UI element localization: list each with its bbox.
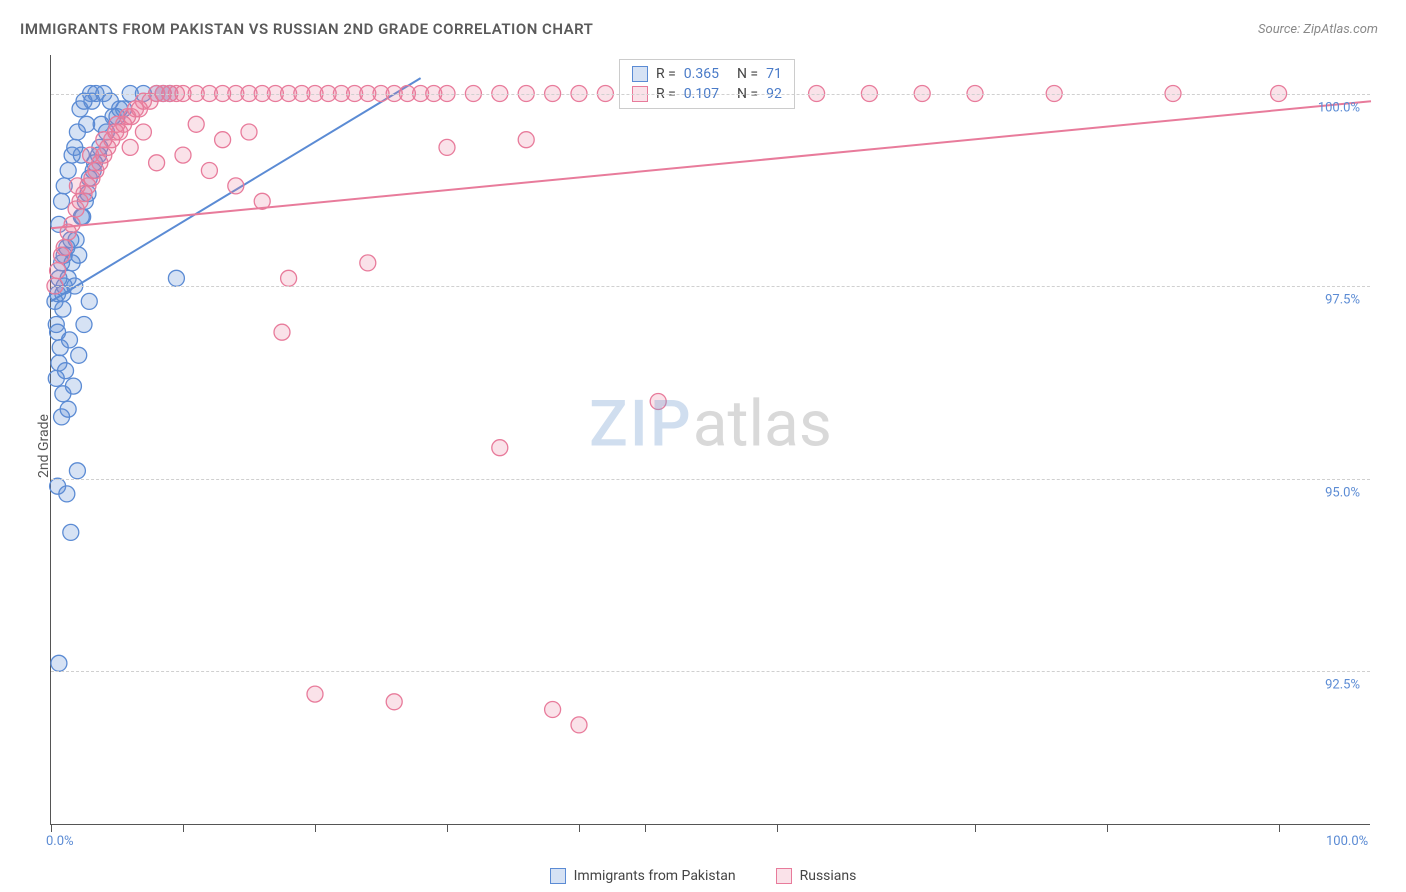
data-point [175,147,191,163]
data-point [281,270,297,286]
data-point [51,655,67,671]
data-point [135,124,151,140]
legend-n-value: 71 [766,66,782,82]
legend-n-label: N = [737,66,758,82]
legend-series-name: Immigrants from Pakistan [574,868,736,884]
source-label: Source: ZipAtlas.com [1258,22,1378,37]
data-point [54,193,70,209]
legend-swatch [776,868,792,884]
legend-series-name: Russians [800,868,857,884]
data-point [60,163,76,179]
data-point [360,255,376,271]
gridline-h [51,94,1370,95]
data-point [386,694,402,710]
ytick-label: 95.0% [1325,485,1360,500]
data-point [93,116,109,132]
correlation-legend: R =0.365N =71R =0.107N =92 [619,59,795,109]
data-point [571,717,587,733]
data-point [241,124,257,140]
gridline-h [51,479,1370,480]
data-point [149,155,165,171]
data-point [109,116,125,132]
data-point [56,240,72,256]
data-point [58,363,74,379]
xtick [183,824,184,832]
xtick [975,824,976,832]
xtick [51,824,52,832]
data-point [61,332,77,348]
data-point [188,116,204,132]
legend-item: Russians [776,868,857,884]
data-point [69,463,85,479]
gridline-h [51,671,1370,672]
xtick [579,824,580,832]
data-point [60,401,76,417]
data-point [59,486,75,502]
ytick-label: 100.0% [1318,100,1360,115]
xtick [645,824,646,832]
xtick [1279,824,1280,832]
data-point [84,93,100,109]
data-point [81,293,97,309]
data-point [307,686,323,702]
legend-r-value: 0.365 [684,66,719,82]
data-point [492,440,508,456]
chart-title: IMMIGRANTS FROM PAKISTAN VS RUSSIAN 2ND … [20,20,593,38]
data-point [439,139,455,155]
data-point [69,178,85,194]
xtick [315,824,316,832]
data-point [63,524,79,540]
ytick-label: 97.5% [1325,293,1360,308]
legend-row: R = 0.365 N = 71 [620,64,794,84]
data-point [71,347,87,363]
data-point [215,132,231,148]
trend-line [51,101,1371,228]
xtick [777,824,778,832]
series-legend: Immigrants from Pakistan Russians [0,868,1406,884]
legend-r-label: R = [656,66,676,82]
data-point [64,216,80,232]
data-point [83,147,99,163]
data-point [168,270,184,286]
legend-swatch [550,868,566,884]
data-point [228,178,244,194]
ytick-label: 92.5% [1325,678,1360,693]
data-point [55,301,71,317]
xtick [1107,824,1108,832]
xtick-label: 100.0% [1326,834,1400,849]
legend-item: Immigrants from Pakistan [550,868,736,884]
data-point [50,263,66,279]
data-point [122,139,138,155]
data-point [79,116,95,132]
plot-area: ZIPatlas R =0.365N =71R =0.107N =92 92.5… [50,55,1370,825]
data-point [274,324,290,340]
xtick [447,824,448,832]
data-point [76,317,92,333]
gridline-h [51,286,1370,287]
data-point [545,702,561,718]
data-point [201,163,217,179]
legend-swatch [632,66,648,82]
xtick-label: 0.0% [46,834,74,849]
data-point [518,132,534,148]
data-point [96,132,112,148]
plot-svg [51,55,1370,824]
data-point [65,378,81,394]
data-point [650,394,666,410]
